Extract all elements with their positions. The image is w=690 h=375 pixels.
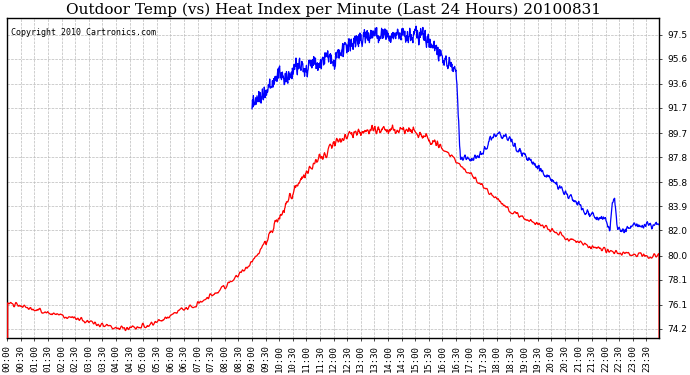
Text: Copyright 2010 Cartronics.com: Copyright 2010 Cartronics.com [10,28,155,37]
Title: Outdoor Temp (vs) Heat Index per Minute (Last 24 Hours) 20100831: Outdoor Temp (vs) Heat Index per Minute … [66,3,601,17]
